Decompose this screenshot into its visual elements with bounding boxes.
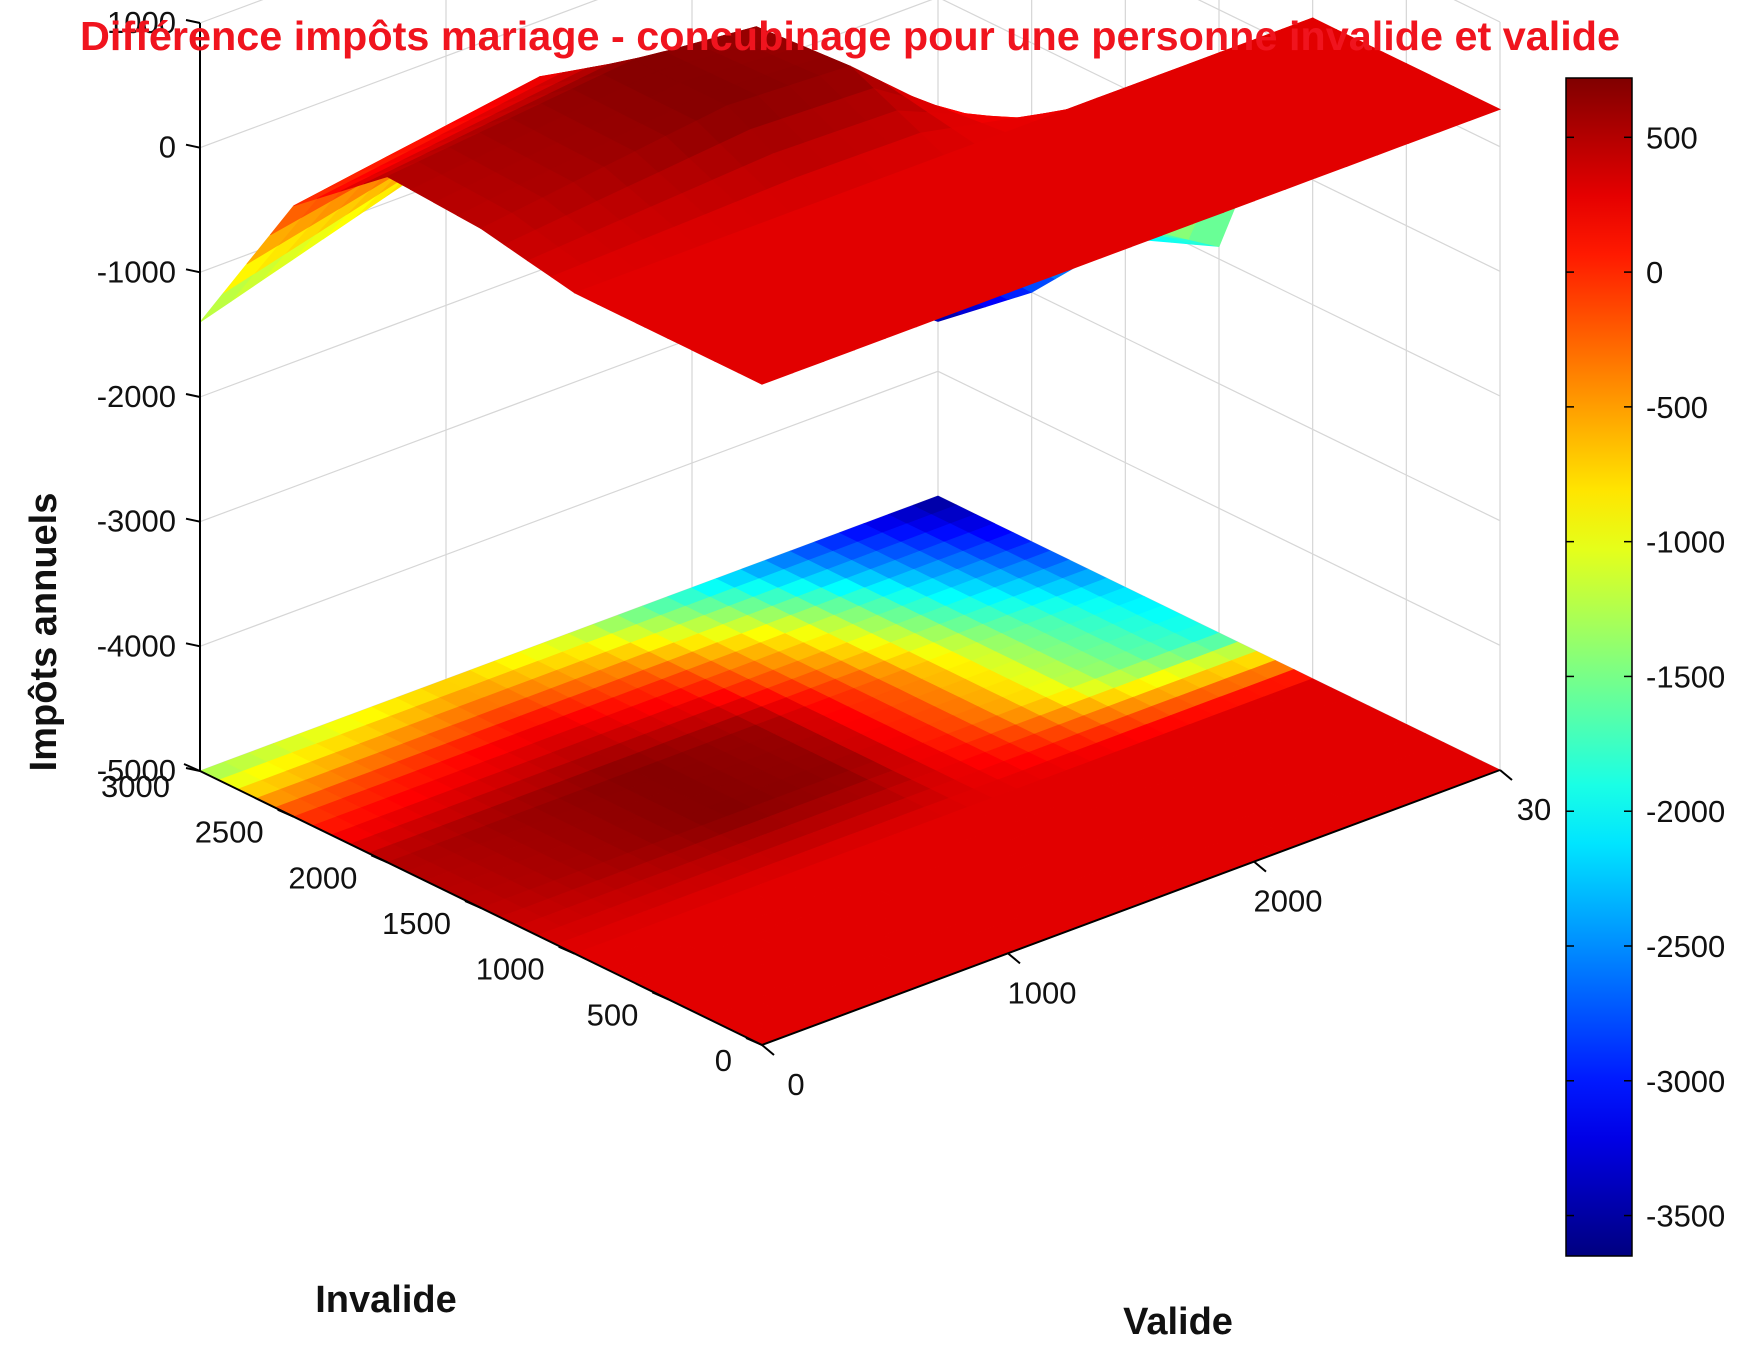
z-tick-label: -1000 bbox=[97, 254, 176, 289]
y-axis-label: Invalide bbox=[315, 1279, 457, 1321]
x-axis-label: Valide bbox=[1123, 1301, 1233, 1343]
colorbar-tick-label: -3500 bbox=[1646, 1199, 1725, 1234]
x-tick-label: 30 bbox=[1517, 792, 1551, 827]
colorbar-tick-label: -500 bbox=[1646, 390, 1708, 425]
surface-plot bbox=[199, 17, 1502, 385]
z-tick-label: 0 bbox=[159, 130, 176, 165]
x-tick-label: 1000 bbox=[1008, 975, 1077, 1010]
x-tick-mark bbox=[761, 1044, 775, 1056]
y-tick-mark bbox=[558, 945, 576, 955]
y-tick-mark bbox=[277, 808, 295, 818]
y-tick-mark bbox=[651, 991, 669, 1001]
z-tick-label: -2000 bbox=[97, 379, 176, 414]
y-tick-label: 1000 bbox=[476, 952, 545, 987]
colorbar-tick-label: -1000 bbox=[1646, 525, 1725, 560]
colorbar-tick-label: -2000 bbox=[1646, 794, 1725, 829]
axis-ticks: -5000 -4000 -3000 -2000 -1000 0 1000 0 500 1000 15… bbox=[97, 5, 1552, 1102]
x-tick-mark bbox=[1253, 860, 1267, 873]
y-tick-mark bbox=[370, 854, 388, 864]
y-tick-label: 1500 bbox=[382, 906, 451, 941]
x-axis-line bbox=[761, 769, 1501, 1046]
x-tick-label: 0 bbox=[787, 1067, 804, 1102]
z-tick-label: -5000 bbox=[97, 753, 176, 788]
y-tick-label: 0 bbox=[715, 1043, 732, 1078]
contour-floor bbox=[199, 495, 1501, 1046]
z-tick-mark bbox=[185, 517, 201, 523]
colorbar: 500 0 -500 -1000 -1500 -2000 -2500 -3000 -3500 bbox=[1565, 77, 1725, 1257]
x-tick-mark bbox=[1007, 952, 1021, 965]
x-tick-mark bbox=[1499, 769, 1513, 781]
x-tick-label: 2000 bbox=[1254, 884, 1323, 919]
colorbar-tick-label: -3000 bbox=[1646, 1064, 1725, 1099]
z-tick-mark bbox=[185, 143, 201, 149]
z-tick-label: -3000 bbox=[97, 504, 176, 539]
y-tick-label: 3000 bbox=[101, 769, 170, 804]
colorbar-tick-label: 500 bbox=[1646, 120, 1698, 155]
y-tick-label: 500 bbox=[587, 997, 639, 1032]
surface-patch bbox=[199, 273, 255, 323]
y-tick-mark bbox=[745, 1037, 763, 1046]
z-tick-mark bbox=[185, 642, 201, 648]
z-tick-mark bbox=[185, 393, 201, 398]
z-tick-label: -4000 bbox=[97, 628, 176, 663]
z-tick-label: 1000 bbox=[107, 5, 176, 40]
z-axis-label: Impôts annuels bbox=[23, 493, 65, 772]
y-tick-mark bbox=[183, 763, 201, 772]
surface-patch bbox=[737, 360, 794, 385]
z-tick-mark bbox=[185, 268, 201, 274]
z-tick-mark bbox=[185, 19, 201, 24]
y-tick-label: 2000 bbox=[288, 860, 357, 895]
colorbar-gradient bbox=[1565, 77, 1633, 1257]
y-tick-mark bbox=[464, 900, 482, 909]
colorbar-tick-label: 0 bbox=[1646, 255, 1663, 290]
y-tick-label: 2500 bbox=[195, 815, 264, 850]
colorbar-tick-label: -2500 bbox=[1646, 929, 1725, 964]
colorbar-tick-label: -1500 bbox=[1646, 659, 1725, 694]
chart-title: Différence impôts mariage - concubinage … bbox=[80, 13, 1620, 59]
